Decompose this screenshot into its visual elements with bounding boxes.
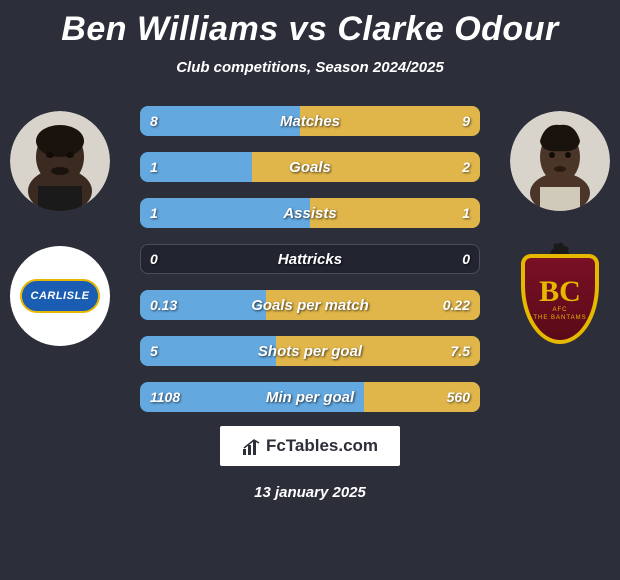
comparison-content: CARLISLE BC AFC THE BANTAMS 89Matches12G… <box>0 106 620 416</box>
stat-value-right: 1 <box>452 198 480 228</box>
stat-value-left: 1108 <box>140 382 190 412</box>
stat-value-left: 8 <box>140 106 168 136</box>
stat-value-right: 7.5 <box>441 336 480 366</box>
stat-row: 0.130.22Goals per match <box>140 290 480 320</box>
player-right-face-icon <box>510 111 610 211</box>
stat-value-left: 1 <box>140 152 168 182</box>
stat-row-bg <box>140 244 480 274</box>
footer: FcTables.com <box>0 426 620 466</box>
stat-rows: 89Matches12Goals11Assists00Hattricks0.13… <box>140 106 480 428</box>
stat-row: 1108560Min per goal <box>140 382 480 412</box>
page-title: Ben Williams vs Clarke Odour <box>0 0 620 49</box>
carlisle-label: CARLISLE <box>31 290 90 302</box>
bradford-sub: THE BANTAMS <box>533 315 586 321</box>
fctables-icon <box>242 439 262 455</box>
stat-row: 12Goals <box>140 152 480 182</box>
stat-row: 00Hattricks <box>140 244 480 274</box>
stat-row: 57.5Shots per goal <box>140 336 480 366</box>
stat-value-left: 5 <box>140 336 168 366</box>
carlisle-logo-icon: CARLISLE <box>20 279 100 313</box>
stat-value-right: 560 <box>437 382 480 412</box>
player-left-avatar <box>10 111 110 211</box>
fctables-text: FcTables.com <box>266 436 378 455</box>
bradford-logo-icon: BC AFC THE BANTAMS <box>510 246 610 346</box>
stat-row: 89Matches <box>140 106 480 136</box>
player-left-face-icon <box>10 111 110 211</box>
stat-value-left: 0 <box>140 244 168 274</box>
stat-value-left: 1 <box>140 198 168 228</box>
stat-bar-right <box>252 152 480 182</box>
stat-value-right: 2 <box>452 152 480 182</box>
stat-value-left: 0.13 <box>140 290 187 320</box>
club-right-badge: BC AFC THE BANTAMS <box>510 246 610 346</box>
fctables-badge: FcTables.com <box>220 426 400 466</box>
stat-value-right: 0.22 <box>433 290 480 320</box>
stat-value-right: 9 <box>452 106 480 136</box>
date-text: 13 january 2025 <box>0 484 620 501</box>
bradford-initials: BC <box>539 278 581 305</box>
player-right-avatar <box>510 111 610 211</box>
stat-row: 11Assists <box>140 198 480 228</box>
stat-value-right: 0 <box>452 244 480 274</box>
club-left-badge: CARLISLE <box>10 246 110 346</box>
bradford-afc: AFC <box>553 307 568 313</box>
subtitle: Club competitions, Season 2024/2025 <box>0 59 620 76</box>
